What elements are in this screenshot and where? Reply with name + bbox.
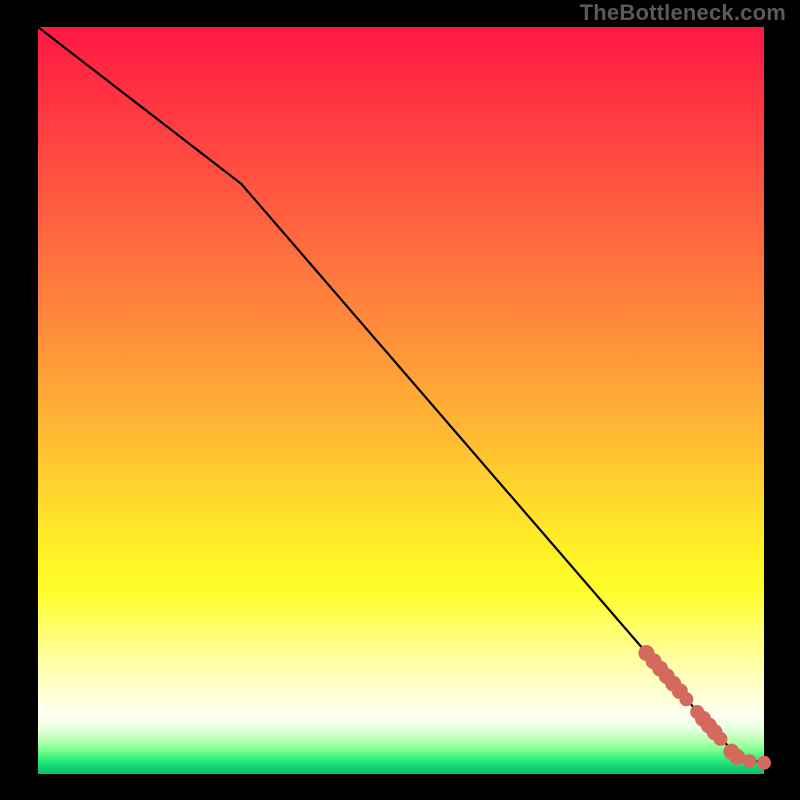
data-marker — [757, 756, 771, 770]
data-marker — [679, 692, 693, 706]
chart-container: TheBottleneck.com — [0, 0, 800, 800]
watermark-text: TheBottleneck.com — [580, 0, 786, 26]
chart-svg — [0, 0, 800, 800]
data-marker — [713, 732, 727, 746]
data-marker — [742, 754, 756, 768]
